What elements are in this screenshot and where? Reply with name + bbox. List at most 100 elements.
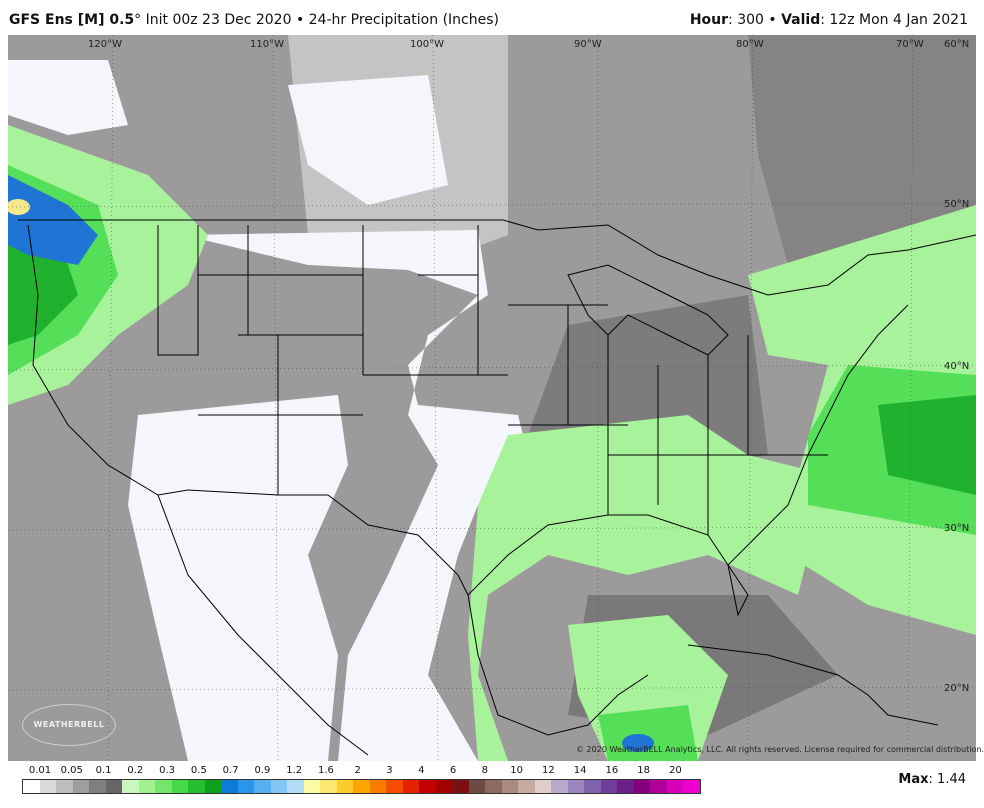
legend-swatch [155, 780, 172, 793]
legend-swatch [485, 780, 502, 793]
us-canada-border [18, 219, 976, 296]
precip-green-central-america [598, 705, 698, 761]
legend-label: 18 [637, 765, 651, 776]
parallels [8, 202, 976, 691]
legend-swatch [336, 780, 353, 793]
legend-label: 12 [541, 765, 555, 776]
precip-dry-mexico [128, 395, 348, 761]
legend-label: 0.3 [159, 765, 176, 776]
product-name: 24-hr Precipitation (Inches) [308, 12, 499, 28]
legend-swatch [353, 780, 370, 793]
legend-label: 0.7 [222, 765, 239, 776]
us-gulf-east-coast [467, 304, 909, 617]
legend-swatch [617, 780, 634, 793]
precip-darkgreen-atlantic [878, 395, 976, 495]
copyright-notice: © 2020 WeatherBELL Analytics, LLC. All r… [576, 745, 984, 754]
legend-label: 3 [386, 765, 393, 776]
valid-separator: • [768, 12, 777, 28]
lat-label-20n: 20°N [944, 683, 969, 694]
legend-swatch [105, 780, 122, 793]
lon-label-120w: 120°W [88, 39, 122, 50]
degree-symbol: ° [134, 12, 142, 28]
legend-label: 0.1 [95, 765, 112, 776]
legend-swatch [435, 780, 452, 793]
chart-title: GFS Ens [M] 0.5° Init 00z 23 Dec 2020 • … [9, 12, 499, 28]
legend-label: 8 [481, 765, 488, 776]
lon-label-70w: 70°W [896, 39, 924, 50]
init-time: Init 00z 23 Dec 2020 [145, 12, 292, 28]
lat-label-30n: 30°N [944, 523, 969, 534]
lat-label-50n: 50°N [944, 199, 969, 210]
legend-swatch [138, 780, 155, 793]
legend-swatch [518, 780, 535, 793]
legend-swatch [320, 780, 337, 793]
legend-swatch [369, 780, 386, 793]
legend-swatch [402, 780, 419, 793]
legend-swatch [584, 780, 601, 793]
precipitation-map: 120°W 110°W 100°W 90°W 80°W 70°W 60°N 50… [8, 35, 976, 761]
precip-dry-northwest [8, 60, 128, 135]
precip-legend: 0.01 0.05 0.1 0.2 0.3 0.5 0.7 0.9 1.2 1.6 2 3 4 6 8 10 1… [22, 765, 702, 805]
hour-label: Hour [689, 12, 729, 28]
political-borders [18, 219, 976, 756]
valid-info: Hour: 300 • Valid: 12z Mon 4 Jan 2021 [690, 12, 968, 28]
legend-swatch [683, 780, 700, 793]
legend-swatch [386, 780, 403, 793]
precip-blue-yucatan [622, 734, 654, 752]
legend-swatch [188, 780, 205, 793]
precip-darkgray-canada [748, 35, 976, 275]
legend-label: 0.01 [28, 765, 52, 776]
lon-label-110w: 110°W [250, 39, 284, 50]
legend-swatch [39, 780, 56, 793]
legend-swatch [650, 780, 667, 793]
state-borders [157, 225, 828, 535]
legend-swatch [287, 780, 304, 793]
legend-label: 0.5 [190, 765, 207, 776]
legend-swatch [72, 780, 89, 793]
legend-label: 4 [418, 765, 425, 776]
legend-swatch [567, 780, 584, 793]
legend-swatch [221, 780, 238, 793]
legend-swatch [237, 780, 254, 793]
legend-swatch [468, 780, 485, 793]
legend-swatch [633, 780, 650, 793]
legend-swatch [452, 780, 469, 793]
legend-swatch [171, 780, 188, 793]
lon-label-90w: 90°W [574, 39, 602, 50]
hour-value: : 300 [728, 12, 764, 28]
legend-swatch [254, 780, 271, 793]
title-separator: • [295, 12, 305, 28]
great-lakes [567, 264, 729, 356]
mexico-gulf-coast [467, 594, 649, 736]
cuba-hispaniola [687, 644, 939, 726]
precip-yellow-max [8, 199, 30, 215]
weatherbell-logo: WEATHERBELL [22, 704, 116, 746]
legend-swatch [56, 780, 73, 793]
precip-lightgreen-south [468, 415, 828, 761]
legend-swatch [270, 780, 287, 793]
legend-label: 1.2 [286, 765, 303, 776]
lon-label-80w: 80°W [736, 39, 764, 50]
legend-label: 14 [573, 765, 587, 776]
legend-label: 6 [449, 765, 457, 776]
legend-swatch [303, 780, 320, 793]
legend-label: 0.2 [127, 765, 144, 776]
model-name: GFS Ens [M] 0.5 [9, 12, 135, 28]
legend-swatch [600, 780, 617, 793]
legend-swatch [204, 780, 221, 793]
legend-swatch [534, 780, 551, 793]
legend-swatch [122, 780, 139, 793]
max-number: : 1.44 [928, 772, 966, 787]
legend-label: 16 [605, 765, 619, 776]
legend-swatch [551, 780, 568, 793]
legend-label: 2 [354, 765, 361, 776]
legend-label: 20 [669, 765, 682, 776]
legend-color-bar [22, 779, 701, 794]
graticule [8, 35, 976, 761]
legend-swatch [501, 780, 518, 793]
legend-label: 1.6 [318, 765, 334, 776]
precip-dry-southwest [183, 230, 528, 761]
mexico-pacific-coast [157, 494, 369, 756]
legend-label: 10 [510, 765, 523, 776]
legend-label: 0.9 [254, 765, 271, 776]
